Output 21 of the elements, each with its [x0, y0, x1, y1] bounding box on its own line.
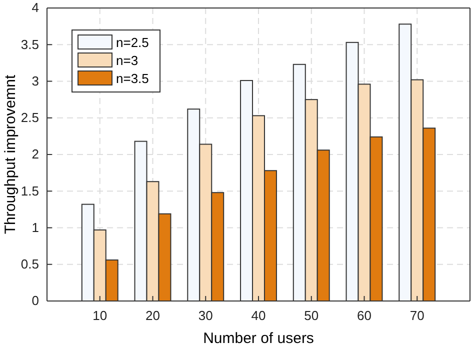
y-tick-label: 4: [32, 0, 39, 16]
y-tick-label: 0.5: [20, 256, 39, 272]
legend-label: n=2.5: [116, 35, 149, 50]
x-axis-title: Number of users: [203, 330, 314, 347]
y-tick-label: 2: [32, 146, 39, 162]
x-tick-label: 70: [410, 308, 424, 324]
x-tick-label: 60: [357, 308, 372, 324]
y-tick-label: 2.5: [20, 110, 39, 126]
y-tick-label: 1: [32, 220, 39, 235]
x-tick-label: 20: [146, 308, 160, 324]
x-tick-label: 10: [92, 308, 108, 324]
x-tick-label: 50: [304, 308, 319, 324]
legend-label: n=3: [116, 53, 138, 68]
y-axis-title: Throughput improvemnt: [2, 74, 19, 234]
y-tick-label: 3: [32, 73, 39, 88]
x-tick-label: 30: [198, 308, 213, 324]
legend-label: n=3.5: [116, 71, 149, 86]
y-tick-label: 0: [32, 293, 39, 308]
x-tick-label: 40: [251, 308, 266, 324]
y-tick-label: 3.5: [20, 36, 39, 52]
y-tick-label: 1.5: [20, 183, 39, 198]
